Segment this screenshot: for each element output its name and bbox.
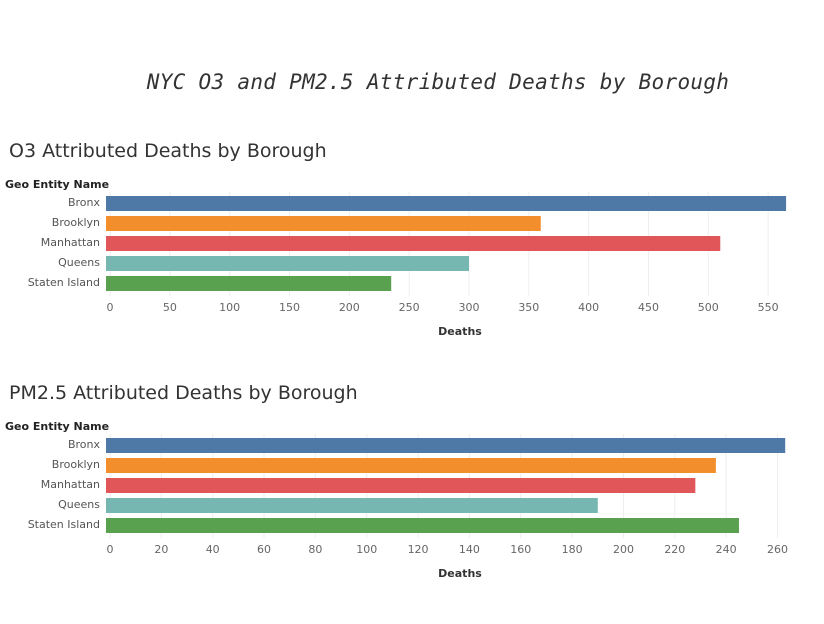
x-tick-label: 100: [356, 543, 377, 556]
x-tick-label: 400: [578, 301, 599, 314]
x-tick-label: 200: [613, 543, 634, 556]
category-label: Queens: [58, 498, 100, 511]
x-tick-label: 350: [518, 301, 539, 314]
row-header: Geo Entity Name: [5, 420, 109, 433]
dashboard-title: NYC O3 and PM2.5 Attributed Deaths by Bo…: [146, 70, 730, 94]
pm25-bar-chart: Geo Entity Name Bronx Brooklyn Manhattan Que…: [5, 420, 788, 580]
o3-chart-title: O3 Attributed Deaths by Borough: [9, 140, 327, 162]
category-label: Queens: [58, 256, 100, 269]
pm25-chart-title: PM2.5 Attributed Deaths by Borough: [9, 382, 358, 404]
o3-bar-chart: Geo Entity Name Bronx Brooklyn Manhattan Que…: [5, 178, 787, 338]
bar: [106, 216, 541, 231]
category-label: Manhattan: [41, 236, 100, 249]
category-label: Manhattan: [41, 478, 100, 491]
bar: [106, 458, 716, 473]
x-tick-label: 300: [458, 301, 479, 314]
bar: [106, 256, 469, 271]
x-tick-label: 20: [154, 543, 168, 556]
category-label: Bronx: [68, 196, 101, 209]
bar: [106, 236, 721, 251]
x-tick-label: 100: [219, 301, 240, 314]
row-header: Geo Entity Name: [5, 178, 109, 191]
bar: [106, 196, 787, 211]
x-tick-label: 220: [664, 543, 685, 556]
x-tick-label: 200: [339, 301, 360, 314]
x-tick-label: 140: [459, 543, 480, 556]
x-axis-label: Deaths: [438, 325, 482, 338]
x-tick-label: 80: [308, 543, 322, 556]
x-tick-label: 40: [206, 543, 220, 556]
bar: [106, 518, 739, 533]
x-tick-label: 60: [257, 543, 271, 556]
bar: [106, 478, 696, 493]
bar: [106, 276, 392, 291]
x-tick-label: 240: [716, 543, 737, 556]
pm25-chart-panel: PM2.5 Attributed Deaths by Borough Geo E…: [0, 382, 824, 602]
x-tick-label: 0: [107, 301, 114, 314]
x-tick-label: 260: [767, 543, 788, 556]
x-tick-label: 550: [758, 301, 779, 314]
category-label: Staten Island: [28, 276, 100, 289]
o3-chart-panel: O3 Attributed Deaths by Borough Geo Enti…: [0, 140, 824, 360]
x-tick-label: 120: [408, 543, 429, 556]
category-label: Brooklyn: [52, 216, 100, 229]
category-label: Bronx: [68, 438, 101, 451]
x-tick-label: 450: [638, 301, 659, 314]
x-tick-label: 150: [279, 301, 300, 314]
x-tick-label: 180: [562, 543, 583, 556]
x-tick-label: 0: [107, 543, 114, 556]
bar: [106, 498, 598, 513]
x-tick-label: 250: [399, 301, 420, 314]
x-tick-label: 50: [163, 301, 177, 314]
category-label: Staten Island: [28, 518, 100, 531]
category-label: Brooklyn: [52, 458, 100, 471]
x-tick-label: 500: [698, 301, 719, 314]
x-axis-label: Deaths: [438, 567, 482, 580]
bar: [106, 438, 786, 453]
x-tick-label: 160: [510, 543, 531, 556]
